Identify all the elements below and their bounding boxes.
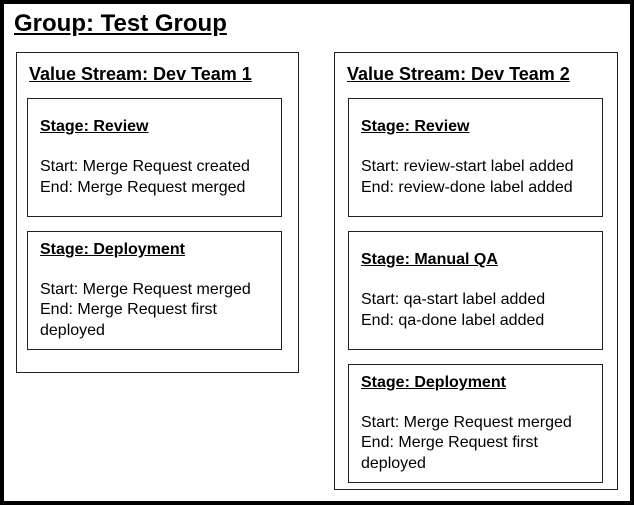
value-stream-dev-team-1: Value Stream: Dev Team 1 (16, 52, 299, 373)
stage-end: End: Merge Request first deployed (40, 301, 217, 339)
stage-start: Start: Merge Request merged (40, 280, 251, 298)
stage-deployment: Stage: Deployment Start: Merge Request m… (348, 364, 603, 483)
stage-start: Start: review-start label added (361, 158, 574, 175)
stage-review: Stage: Review Start: Merge Request creat… (27, 98, 282, 217)
stage-deployment: Stage: Deployment Start: Merge Request m… (27, 231, 282, 350)
stage-start: Start: Merge Request merged (361, 413, 572, 431)
stage-title: Stage: Deployment (40, 240, 185, 258)
value-stream-dev-team-2: Value Stream: Dev Team 2 (334, 52, 618, 490)
stage-start: Start: Merge Request created (40, 158, 250, 175)
stage-end: End: review-done label added (361, 178, 573, 196)
stage-title: Stage: Review (361, 118, 470, 135)
group-title: Group: Test Group (14, 10, 227, 37)
stage-manual-qa: Stage: Manual QA Start: qa-start label a… (348, 231, 603, 350)
value-stream-title: Value Stream: Dev Team 2 (347, 64, 570, 84)
stage-title: Stage: Deployment (361, 373, 506, 391)
stage-title: Stage: Manual QA (361, 251, 498, 268)
stage-end: End: qa-done label added (361, 311, 545, 329)
stage-end: End: Merge Request first deployed (361, 434, 538, 472)
stage-end: End: Merge Request merged (40, 178, 246, 196)
value-stream-title: Value Stream: Dev Team 1 (29, 64, 252, 84)
stage-review: Stage: Review Start: review-start label … (348, 98, 603, 217)
stage-title: Stage: Review (40, 118, 149, 135)
stage-start: Start: qa-start label added (361, 291, 546, 308)
